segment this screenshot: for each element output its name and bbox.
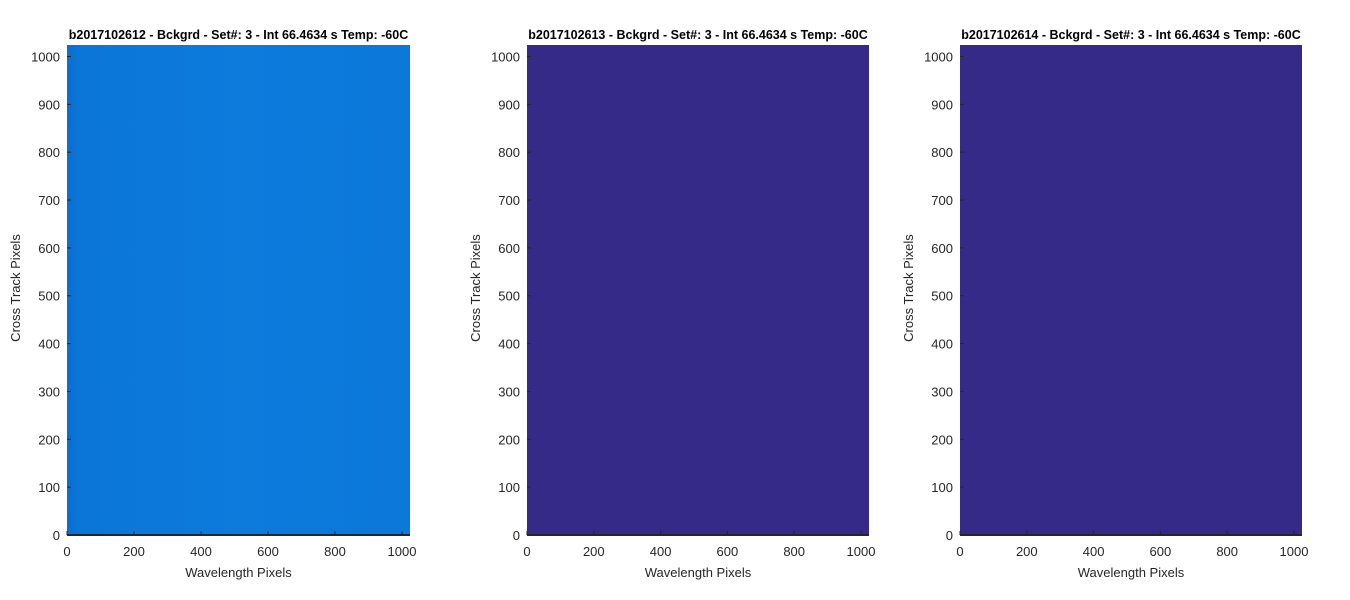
y-tick-label: 800 — [38, 145, 60, 160]
y-tick-label: 800 — [931, 145, 953, 160]
chart-panel-1: 0 200 400 600 800 1000 0 100 200 300 400 500 600 700 8… — [8, 28, 416, 580]
chart-panel-2: 0 200 400 600 800 1000 0 100 200 300 400 500 600 700 8… — [468, 28, 875, 580]
heatmap-image — [67, 45, 410, 535]
x-tick-label: 800 — [783, 544, 805, 559]
y-tick-label: 500 — [498, 289, 520, 304]
y-tick-label: 0 — [513, 528, 520, 543]
x-tick-label: 0 — [956, 544, 963, 559]
x-tick-label: 800 — [324, 544, 346, 559]
y-axis-label: Cross Track Pixels — [901, 234, 916, 342]
x-tick-label: 800 — [1216, 544, 1238, 559]
y-tick-label: 500 — [38, 289, 60, 304]
x-tick-label: 1000 — [847, 544, 876, 559]
chart-panel-3: 0 200 400 600 800 1000 0 100 200 300 400 500 600 700 8… — [901, 28, 1308, 580]
chart-title: b2017102613 - Bckgrd - Set#: 3 - Int 66.… — [528, 28, 868, 42]
y-tick-label: 700 — [498, 193, 520, 208]
y-tick-label: 600 — [38, 241, 60, 256]
x-tick-label: 0 — [523, 544, 530, 559]
y-tick-label: 200 — [498, 432, 520, 447]
x-tick-label: 400 — [190, 544, 212, 559]
y-tick-label: 100 — [38, 480, 60, 495]
x-tick-label: 600 — [257, 544, 279, 559]
y-tick-label: 700 — [38, 193, 60, 208]
x-tick-label: 0 — [63, 544, 70, 559]
y-tick-label: 400 — [931, 337, 953, 352]
y-tick-label: 900 — [38, 97, 60, 112]
y-tick-label: 100 — [931, 480, 953, 495]
y-tick-label: 900 — [931, 97, 953, 112]
y-tick-label: 100 — [498, 480, 520, 495]
x-axis-label: Wavelength Pixels — [1078, 565, 1185, 580]
y-axis-label: Cross Track Pixels — [468, 234, 483, 342]
y-tick-label: 800 — [498, 145, 520, 160]
y-tick-label: 300 — [38, 384, 60, 399]
heatmap-image — [960, 45, 1302, 535]
y-tick-label: 0 — [53, 528, 60, 543]
chart-title: b2017102614 - Bckgrd - Set#: 3 - Int 66.… — [961, 28, 1301, 42]
y-tick-label: 1000 — [31, 49, 60, 64]
y-tick-label: 300 — [931, 384, 953, 399]
x-tick-label: 200 — [583, 544, 605, 559]
y-tick-label: 600 — [931, 241, 953, 256]
y-tick-label: 300 — [498, 384, 520, 399]
x-axis-label: Wavelength Pixels — [185, 565, 292, 580]
y-tick-label: 200 — [38, 432, 60, 447]
x-tick-label: 200 — [123, 544, 145, 559]
x-tick-label: 1000 — [1280, 544, 1309, 559]
y-tick-label: 200 — [931, 432, 953, 447]
x-tick-label: 600 — [717, 544, 739, 559]
y-axis-label: Cross Track Pixels — [8, 234, 23, 342]
x-tick-label: 600 — [1150, 544, 1172, 559]
x-axis-label: Wavelength Pixels — [645, 565, 752, 580]
x-tick-label: 400 — [650, 544, 672, 559]
y-tick-label: 600 — [498, 241, 520, 256]
y-tick-label: 0 — [946, 528, 953, 543]
y-tick-label: 400 — [498, 337, 520, 352]
x-tick-label: 200 — [1016, 544, 1038, 559]
chart-title: b2017102612 - Bckgrd - Set#: 3 - Int 66.… — [69, 28, 409, 42]
y-tick-label: 400 — [38, 337, 60, 352]
y-tick-label: 1000 — [924, 49, 953, 64]
y-tick-label: 500 — [931, 289, 953, 304]
heatmap-image — [527, 45, 869, 535]
x-tick-label: 1000 — [388, 544, 417, 559]
y-tick-label: 700 — [931, 193, 953, 208]
y-tick-label: 1000 — [491, 49, 520, 64]
y-tick-label: 900 — [498, 97, 520, 112]
x-tick-label: 400 — [1083, 544, 1105, 559]
